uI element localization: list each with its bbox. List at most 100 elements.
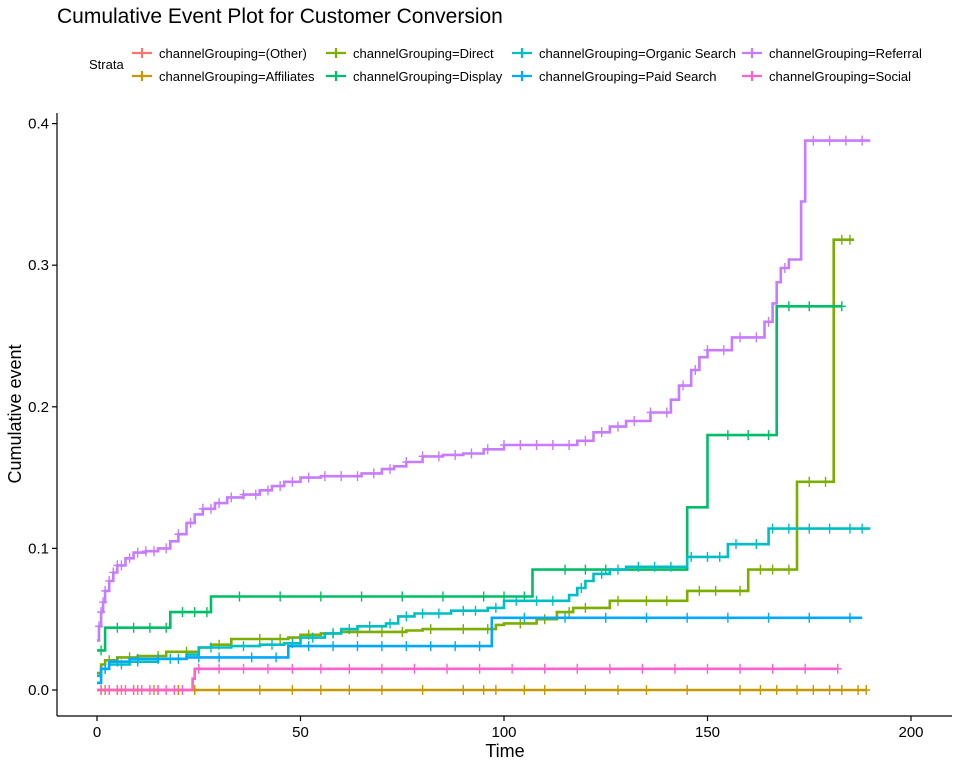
legend-item: channelGrouping=Paid Search [512, 69, 716, 84]
censor-mark [837, 234, 846, 245]
censor-mark [475, 641, 484, 652]
censor-mark [837, 301, 846, 312]
censor-mark [459, 605, 468, 616]
censor-mark [845, 523, 854, 534]
legend-item: channelGrouping=Display [326, 69, 503, 84]
censor-mark [247, 652, 256, 663]
censor-mark [687, 551, 696, 562]
censor-mark [479, 685, 488, 695]
legend-label: channelGrouping=(Other) [159, 46, 307, 61]
legend-label: channelGrouping=Social [769, 69, 911, 84]
legend-item: channelGrouping=(Other) [132, 46, 307, 61]
censor-mark [695, 585, 704, 596]
censor-mark [304, 641, 313, 652]
censor-mark [239, 663, 248, 674]
censor-mark [723, 612, 732, 623]
censor-mark [365, 621, 374, 632]
censor-mark [581, 602, 590, 613]
censor-mark [105, 575, 114, 586]
y-tick-label: 0.3 [28, 257, 49, 274]
censor-mark [117, 560, 126, 571]
censor-mark [418, 608, 427, 619]
censor-mark [308, 632, 317, 643]
censor-mark [113, 656, 122, 667]
censor-mark [194, 663, 203, 674]
censor-mark [548, 595, 557, 606]
legend-key [742, 48, 762, 58]
censor-mark [276, 481, 285, 492]
legend-key [326, 48, 346, 58]
censor-mark [516, 618, 525, 629]
censor-mark [251, 489, 260, 500]
censor-mark [597, 427, 606, 438]
censor-mark [491, 602, 500, 613]
censor-mark [272, 652, 281, 663]
censor-mark [809, 685, 818, 695]
censor-mark [809, 135, 818, 146]
censor-mark [227, 492, 236, 503]
x-axis-title: Time [485, 741, 524, 761]
censor-mark [263, 663, 272, 674]
x-axis-ticks: 0 50 100 150 200 [93, 716, 924, 741]
series-6 [95, 135, 871, 642]
censor-mark [353, 641, 362, 652]
censor-mark [402, 457, 411, 468]
censor-mark [109, 567, 118, 578]
censor-mark [540, 685, 549, 695]
censor-mark [475, 663, 484, 674]
censor-mark [825, 523, 834, 534]
censor-mark [520, 612, 529, 623]
censor-mark [736, 585, 745, 596]
censor-mark [719, 345, 728, 356]
censor-mark [377, 641, 386, 652]
censor-mark [190, 607, 199, 618]
censor-mark [386, 618, 395, 629]
chart-title: Cumulative Event Plot for Customer Conve… [57, 5, 503, 28]
censor-mark [215, 685, 224, 695]
censor-mark [133, 547, 142, 558]
censor-mark [768, 523, 777, 534]
censor-mark [825, 685, 834, 695]
censor-mark [459, 624, 468, 635]
censor-mark [145, 685, 154, 695]
censor-mark [451, 449, 460, 460]
censor-mark [613, 595, 622, 606]
censor-mark [255, 685, 264, 695]
censor-mark [540, 663, 549, 674]
censor-mark [703, 345, 712, 356]
censor-mark [731, 539, 740, 550]
censor-mark [471, 605, 480, 616]
legend-label: channelGrouping=Display [353, 69, 503, 84]
censor-mark [215, 652, 224, 663]
censor-mark [805, 476, 814, 487]
censor-mark [377, 663, 386, 674]
censor-mark [756, 685, 765, 695]
censor-mark [483, 624, 492, 635]
censor-mark [113, 622, 122, 633]
censor-mark [577, 583, 586, 594]
legend-key [742, 71, 762, 81]
censor-mark [97, 685, 106, 695]
censor-mark [263, 485, 272, 496]
series-line [97, 238, 854, 675]
censor-mark [613, 421, 622, 432]
legend-label: channelGrouping=Paid Search [539, 69, 716, 84]
series-3 [97, 301, 846, 656]
censor-mark [154, 685, 163, 695]
censor-mark [825, 135, 834, 146]
censor-mark [605, 663, 614, 674]
legend-item: channelGrouping=Direct [326, 46, 494, 61]
legend-key [132, 71, 152, 81]
censor-mark [357, 591, 366, 602]
censor-mark [398, 591, 407, 602]
censor-mark [288, 476, 297, 487]
censor-mark [402, 641, 411, 652]
censor-mark [491, 685, 500, 695]
censor-mark [239, 641, 248, 652]
censor-mark [345, 685, 354, 695]
censor-mark [95, 621, 104, 632]
censor-mark [561, 612, 570, 623]
legend-key [132, 48, 152, 58]
censor-mark [512, 595, 521, 606]
censor-mark [768, 663, 777, 674]
